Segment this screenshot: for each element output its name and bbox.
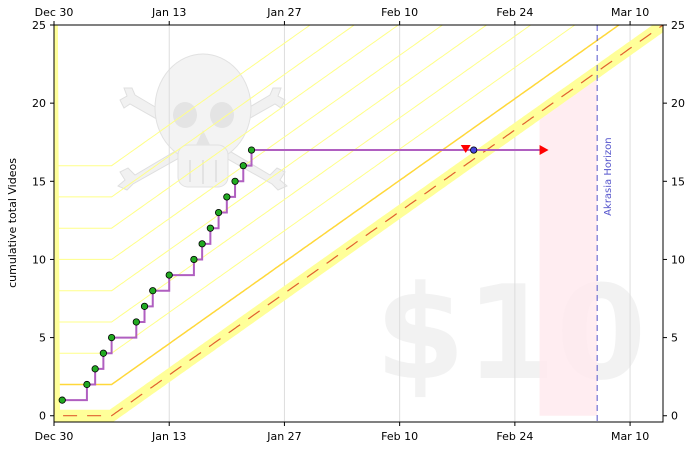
y-tick-label-right-4: 20 [671, 97, 685, 110]
y-tick-label-left-5: 25 [32, 19, 46, 32]
horizon-label: Akrasia Horizon [603, 137, 614, 215]
derail-zone [539, 71, 598, 416]
data-point-13 [223, 193, 231, 201]
data-point-11 [206, 224, 214, 232]
x-tick-label-bottom-4: Feb 24 [496, 430, 533, 443]
data-point-6 [140, 302, 149, 310]
road-layer [54, 25, 663, 422]
y-tick-label-right-0: 0 [671, 410, 678, 423]
x-tick-label-bottom-1: Jan 13 [151, 430, 186, 443]
guide-line-6 [54, 25, 400, 229]
data-point-10 [198, 240, 206, 248]
y-tick-label-left-2: 10 [32, 253, 46, 266]
data-point-8 [165, 271, 173, 279]
y-tick-label-left-0: 0 [39, 410, 46, 423]
x-tick-label-top-0: Dec 30 [35, 6, 74, 19]
x-tick-label-bottom-5: Mar 10 [611, 430, 649, 443]
y-tick-label-left-1: 5 [39, 332, 46, 345]
guide-line-2 [54, 25, 576, 354]
x-tick-label-top-1: Jan 13 [151, 6, 186, 19]
x-tick-label-top-3: Feb 10 [381, 6, 418, 19]
frame-rect [53, 24, 664, 423]
guide-line-5 [54, 25, 444, 260]
data-point-3 [99, 349, 107, 357]
axis-ticks: Dec 30 Dec 30 Jan 13 Jan 13 Jan 27 Jan 27 Feb … [32, 6, 685, 443]
data-point-15 [239, 162, 247, 170]
plot-frame [53, 24, 664, 423]
y-tick-label-right-5: 25 [671, 19, 685, 32]
akrasia-horizon: Akrasia Horizon [596, 25, 614, 422]
data-point-4 [108, 333, 116, 342]
data-step-line [62, 149, 474, 402]
data-point-2 [91, 365, 99, 373]
data-layer [58, 145, 549, 404]
guide-line-4 [54, 25, 488, 292]
guide-line-7 [54, 25, 356, 198]
data-point-1 [83, 380, 91, 389]
safety-marker [460, 145, 471, 154]
data-point-0 [58, 396, 66, 404]
y-tick-label-right-1: 5 [671, 332, 678, 345]
y-tick-label-left-4: 20 [32, 97, 46, 110]
data-point-14 [231, 177, 239, 185]
y-axis-label: cumulative total Videos [6, 158, 19, 288]
x-tick-label-top-2: Jan 27 [266, 6, 301, 19]
data-point-9 [190, 255, 198, 264]
guide-line-3 [54, 25, 532, 323]
projection-arrowhead [539, 145, 549, 156]
guide-line-8 [54, 25, 311, 167]
road-centerline [54, 25, 663, 417]
x-tick-label-top-5: Mar 10 [611, 6, 649, 19]
data-point-5 [132, 318, 140, 326]
data-point-17 [470, 146, 478, 154]
x-tick-label-bottom-3: Feb 10 [381, 430, 418, 443]
x-tick-label-top-4: Feb 24 [496, 6, 533, 19]
watermark-amount: $10 [375, 257, 646, 409]
y-tick-label-right-2: 10 [671, 253, 685, 266]
data-point-16 [247, 146, 256, 154]
y-tick-label-left-3: 15 [32, 175, 46, 188]
derail-zone-area [539, 71, 598, 416]
watermark-layer: $10 [375, 257, 646, 409]
data-point-7 [149, 287, 157, 295]
data-point-12 [214, 208, 223, 217]
x-tick-label-bottom-2: Jan 27 [266, 430, 301, 443]
y-tick-label-right-3: 15 [671, 175, 685, 188]
x-tick-label-bottom-0: Dec 30 [35, 430, 74, 443]
